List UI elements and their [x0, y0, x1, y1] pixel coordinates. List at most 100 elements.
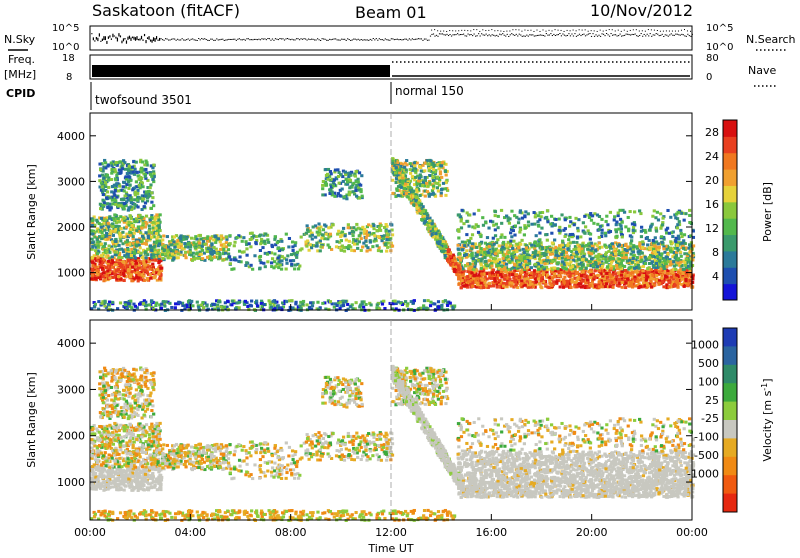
power-cell — [461, 248, 464, 251]
noise-sample — [555, 35, 556, 36]
noise-sample — [189, 40, 190, 41]
power-cell — [287, 245, 290, 248]
power-cell — [184, 251, 187, 254]
power-cell — [646, 243, 649, 246]
nsearch-sample — [552, 30, 553, 31]
power-cell — [98, 222, 101, 225]
power-cell — [480, 267, 483, 270]
power-cell — [177, 252, 180, 255]
power-cell — [274, 235, 277, 238]
power-cell — [107, 260, 110, 263]
power-cell — [596, 265, 599, 268]
power-cell — [179, 236, 182, 239]
power-cell — [228, 234, 231, 237]
power-cell — [357, 181, 360, 184]
nsearch-sample — [530, 30, 531, 31]
power-cell — [127, 175, 130, 178]
noise-sample — [288, 39, 289, 40]
nsearch-sample — [666, 30, 667, 31]
power-cell — [142, 197, 145, 200]
noise-sample — [439, 33, 440, 34]
noise-sample — [680, 35, 681, 36]
power-cell — [366, 246, 369, 249]
noise-sample — [197, 40, 198, 41]
power-cell — [321, 233, 324, 236]
power-cell — [415, 188, 418, 191]
power-cell — [426, 190, 429, 193]
power-cell — [115, 269, 118, 272]
power-cell — [117, 275, 120, 278]
power-cell — [248, 242, 251, 245]
power-cell — [129, 215, 132, 218]
power-cell — [681, 272, 684, 275]
noise-sample — [168, 40, 169, 41]
power-cell — [136, 268, 139, 271]
power-cell — [152, 164, 155, 167]
noise-sample — [177, 39, 178, 40]
power-cell — [244, 240, 247, 243]
power-cell — [259, 255, 262, 258]
power-cell — [166, 235, 169, 238]
power-cell — [142, 260, 145, 263]
power-cell — [285, 262, 288, 265]
power-cell — [149, 219, 152, 222]
power-cell — [96, 273, 99, 276]
noise-sample — [225, 40, 226, 41]
power-cell — [113, 168, 116, 171]
power-cell — [620, 274, 623, 277]
power-cell — [101, 185, 104, 188]
noise-sample — [606, 33, 607, 34]
power-cell — [505, 263, 508, 266]
nsearch-sample — [549, 30, 550, 31]
noise-sample — [350, 40, 351, 41]
power-cell — [645, 279, 648, 282]
power-cell — [636, 280, 639, 283]
power-cell — [483, 248, 486, 251]
power-cell — [467, 280, 470, 283]
power-cell — [374, 238, 377, 241]
noise-sample — [431, 34, 432, 35]
noise-sample — [440, 33, 441, 34]
power-cell — [503, 277, 506, 280]
power-cell — [341, 188, 344, 191]
noise-sample — [458, 34, 459, 35]
power-cell — [395, 181, 398, 184]
noise-sample — [412, 38, 413, 39]
power-cell — [121, 167, 124, 170]
noise-sample — [573, 35, 574, 36]
power-cell — [409, 172, 412, 175]
noise-sample — [598, 35, 599, 36]
power-cell — [513, 264, 516, 267]
power-cell — [209, 237, 212, 240]
power-cell — [677, 271, 680, 274]
power-cell — [555, 280, 558, 283]
noise-sample — [91, 33, 92, 34]
power-cell — [111, 266, 114, 269]
nsearch-sample — [621, 31, 622, 32]
noise-sample — [388, 40, 389, 41]
power-cell — [348, 232, 351, 235]
noise-sample — [582, 34, 583, 35]
power-cell — [139, 246, 142, 249]
power-cell — [421, 184, 424, 187]
power-cell — [686, 283, 689, 286]
power-cell — [391, 245, 394, 248]
power-cell — [569, 241, 572, 244]
power-cell — [104, 161, 107, 164]
power-cell — [105, 250, 108, 253]
power-cell — [618, 243, 621, 246]
power-cell — [603, 278, 606, 281]
power-cell — [152, 271, 155, 274]
noise-sample — [477, 35, 478, 36]
power-cell — [471, 285, 474, 288]
noise-sample — [221, 39, 222, 40]
power-cell — [605, 272, 608, 275]
noise-sample — [249, 39, 250, 40]
power-cell — [343, 234, 346, 237]
power-cell — [676, 281, 679, 284]
power-cell — [414, 176, 417, 179]
power-cell — [118, 220, 121, 223]
power-cell — [111, 202, 114, 205]
power-cell — [285, 267, 288, 270]
noise-sample — [592, 33, 593, 34]
